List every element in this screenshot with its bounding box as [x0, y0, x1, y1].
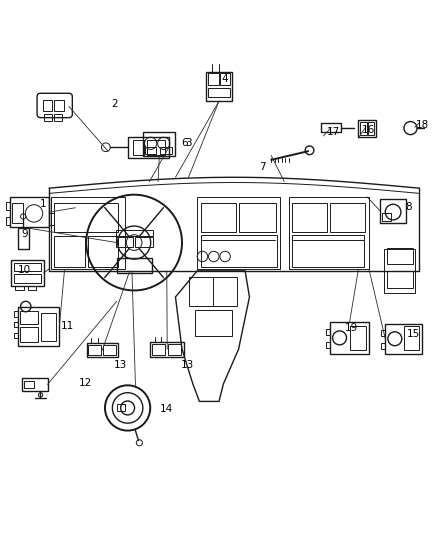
Bar — [22, 378, 47, 391]
Bar — [20, 327, 38, 342]
Bar — [325, 342, 330, 349]
Bar — [41, 313, 56, 341]
Bar — [150, 342, 184, 357]
Bar — [11, 260, 44, 286]
Bar — [403, 326, 419, 350]
Bar — [133, 140, 144, 155]
Text: 4: 4 — [222, 75, 228, 84]
Text: 13: 13 — [181, 360, 194, 370]
Text: 18: 18 — [416, 120, 429, 130]
Bar — [292, 204, 327, 232]
Text: 16: 16 — [362, 125, 375, 135]
Bar — [14, 311, 18, 317]
Bar — [145, 147, 156, 154]
Bar — [160, 147, 173, 154]
Bar — [387, 271, 413, 288]
Text: 9: 9 — [21, 229, 28, 239]
Bar — [220, 73, 230, 85]
Bar — [330, 322, 369, 353]
Bar — [14, 333, 18, 338]
Bar — [116, 237, 133, 247]
Bar — [88, 345, 102, 356]
Bar — [51, 197, 125, 269]
Bar — [88, 236, 118, 266]
Bar — [321, 123, 341, 133]
Bar — [87, 343, 118, 357]
Text: 17: 17 — [326, 126, 339, 136]
Bar — [381, 343, 385, 349]
Bar — [168, 344, 181, 355]
Bar — [197, 197, 280, 269]
Bar — [18, 228, 29, 249]
Bar — [330, 204, 365, 232]
Text: 13: 13 — [114, 360, 127, 370]
Bar — [15, 286, 24, 290]
Bar — [54, 236, 85, 266]
Bar — [54, 204, 118, 232]
Bar — [12, 204, 23, 223]
Bar — [54, 100, 64, 111]
Bar — [43, 100, 52, 111]
Bar — [201, 235, 277, 266]
Bar — [152, 344, 165, 355]
Text: 1: 1 — [40, 199, 47, 209]
Bar — [382, 213, 391, 221]
Bar — [201, 204, 236, 232]
Bar — [18, 306, 59, 346]
Bar — [189, 277, 237, 305]
Text: 15: 15 — [407, 329, 420, 339]
Bar — [116, 230, 153, 236]
Bar — [127, 137, 169, 158]
Bar — [6, 217, 10, 225]
Bar — [117, 405, 124, 411]
Bar — [14, 322, 18, 327]
Bar — [135, 237, 153, 247]
Text: 3: 3 — [185, 139, 192, 148]
Bar — [208, 73, 219, 85]
Bar — [143, 132, 176, 156]
Bar — [14, 263, 41, 271]
Bar — [206, 71, 232, 101]
Bar — [147, 140, 165, 155]
Bar — [239, 204, 276, 232]
Bar — [20, 311, 38, 324]
Bar — [195, 310, 232, 336]
Text: 7: 7 — [259, 162, 266, 172]
Bar — [387, 248, 413, 264]
Bar — [385, 249, 415, 293]
Text: 6: 6 — [181, 139, 187, 148]
Text: 19: 19 — [345, 324, 358, 333]
Bar — [117, 258, 152, 273]
Bar — [10, 197, 49, 228]
Bar — [28, 286, 36, 290]
Text: 12: 12 — [79, 378, 92, 387]
Text: 11: 11 — [61, 321, 74, 331]
Bar — [6, 202, 10, 210]
Bar — [325, 329, 330, 335]
Bar — [44, 114, 52, 121]
Text: 14: 14 — [160, 404, 173, 414]
Bar — [381, 329, 385, 336]
Bar — [380, 199, 406, 223]
Bar — [54, 114, 62, 121]
Text: 8: 8 — [405, 202, 412, 212]
Bar — [368, 122, 374, 135]
Bar — [292, 235, 364, 266]
Bar — [358, 120, 376, 137]
Bar — [208, 88, 230, 97]
Bar — [360, 122, 367, 135]
Bar — [49, 213, 53, 225]
Bar — [289, 197, 369, 269]
Bar — [14, 274, 41, 282]
Bar — [385, 324, 422, 353]
Bar — [103, 345, 116, 356]
Text: 2: 2 — [111, 99, 118, 109]
Bar — [350, 326, 366, 350]
Text: 10: 10 — [18, 265, 31, 275]
Bar — [25, 381, 34, 389]
